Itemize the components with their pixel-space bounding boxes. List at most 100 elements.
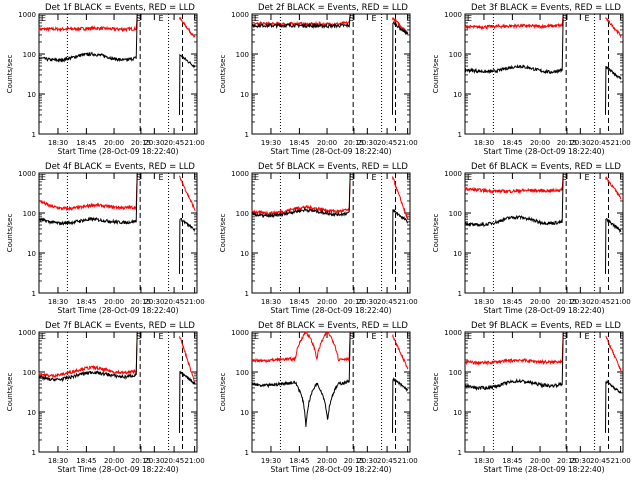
marker-e-right: E [159,14,164,23]
series-black-events [38,173,138,226]
x-axis-label: Start Time (28-Oct-09 18:22:40) [57,465,178,474]
y-tick-label: 1000 [231,170,249,178]
y-axis-label: Counts/sec [432,373,440,412]
y-axis-label: Counts/sec [219,373,227,412]
plot-frame [38,13,198,135]
x-tick-label: 20:15 [557,298,577,306]
x-tick-label: 21:00 [611,457,631,465]
series-black-events-tail [392,21,409,115]
x-tick-label: 21:00 [185,298,205,306]
x-tick-label: 20:30 [357,457,377,465]
series-red-lld [251,173,351,217]
marker-e-right: E [159,332,164,341]
x-tick-label: 20:00 [317,457,337,465]
x-tick-label: 20:30 [144,457,164,465]
marker-e-right: E [585,173,590,182]
series-red-lld-tail [179,336,196,384]
panel-1: Det 1f BLACK = Events, RED = LLD 1 10 100 10… [6,3,205,156]
series-black-events-tail [179,53,196,115]
y-tick-label: 1 [458,290,462,298]
x-tick-label: 20:15 [344,298,364,306]
y-tick-label: 10 [27,91,36,99]
x-tick-label: 20:15 [131,139,151,147]
x-tick-label: 20:45 [164,139,184,147]
plot-frame [251,13,411,135]
x-tick-label: 19:30 [261,139,281,147]
panel-title: Det 1f BLACK = Events, RED = LLD [45,3,195,13]
series-red-lld-tail [605,176,622,200]
x-tick-label: 20:45 [590,457,610,465]
series-red-lld-tail [179,16,196,38]
y-axis-label: Counts/sec [6,373,14,412]
x-axis-label: Start Time (28-Oct-09 18:22:40) [57,306,178,315]
marker-e-right: E [372,14,377,23]
y-tick-label: 1000 [444,170,462,178]
x-tick-label: 21:00 [398,298,418,306]
series-black-events [38,14,138,63]
marker-e-left: E [41,14,46,23]
x-tick-label: 18:30 [261,298,281,306]
series-red-lld-tail [392,333,409,370]
y-tick-label: 100 [23,210,36,218]
x-axis-label: Start Time (28-Oct-09 18:22:40) [483,306,604,315]
x-tick-label: 19:30 [261,457,281,465]
marker-s: S [562,173,567,182]
x-tick-label: 20:45 [377,139,397,147]
panel-2: Det 2f BLACK = Events, RED = LLD 1 10 100 10… [219,3,418,156]
plot-frame [38,172,198,294]
x-axis-label: Start Time (28-Oct-09 18:22:40) [483,465,604,474]
y-axis-label: Counts/sec [219,214,227,253]
x-tick-label: 21:00 [185,457,205,465]
series-black-events [251,332,351,427]
panel-title: Det 3f BLACK = Events, RED = LLD [471,3,621,13]
x-tick-label: 18:45 [289,139,309,147]
series-red-lld-tail [392,176,409,220]
y-tick-label: 100 [449,369,462,377]
panel-6: Det 6f BLACK = Events, RED = LLD 1 10 100 10… [432,162,631,315]
x-tick-label: 20:15 [557,457,577,465]
series-black-events [251,14,351,30]
x-tick-label: 21:00 [611,139,631,147]
y-tick-label: 1000 [18,329,36,337]
marker-e-left: E [254,173,259,182]
x-axis-label: Start Time (28-Oct-09 18:22:40) [270,465,391,474]
x-tick-label: 20:45 [377,457,397,465]
marker-s: S [349,173,354,182]
x-tick-label: 18:45 [502,139,522,147]
y-tick-label: 1000 [18,170,36,178]
series-black-events-tail [605,217,622,274]
x-tick-label: 20:15 [344,139,364,147]
y-tick-label: 1000 [231,329,249,337]
x-tick-label: 21:00 [611,298,631,306]
series-red-lld-tail [179,175,196,211]
series-black-events-tail [179,370,196,433]
x-axis-label: Start Time (28-Oct-09 18:22:40) [483,147,604,156]
x-tick-label: 20:30 [570,139,590,147]
x-tick-label: 18:30 [48,457,68,465]
y-tick-label: 1 [245,131,249,139]
y-tick-label: 1 [458,449,462,457]
x-tick-label: 20:30 [570,457,590,465]
marker-s: S [349,14,354,23]
plot-frame [464,13,624,135]
y-tick-label: 1000 [444,11,462,19]
plot-frame [251,331,411,453]
marker-s: S [349,332,354,341]
marker-e-right: E [372,332,377,341]
x-tick-label: 21:00 [398,139,418,147]
x-tick-label: 20:00 [104,457,124,465]
marker-e-right: E [372,173,377,182]
panel-title: Det 9f BLACK = Events, RED = LLD [471,321,621,331]
y-tick-label: 100 [236,210,249,218]
x-tick-label: 21:00 [185,139,205,147]
marker-e-right: E [585,332,590,341]
x-tick-label: 20:00 [530,139,550,147]
series-red-lld-tail [605,17,622,39]
y-tick-label: 1 [32,449,36,457]
panel-5: Det 5f BLACK = Events, RED = LLD 1 10 100 10… [219,162,418,315]
x-tick-label: 20:30 [357,298,377,306]
x-tick-label: 20:00 [317,139,337,147]
plot-frame [38,331,198,453]
y-tick-label: 10 [27,250,36,258]
